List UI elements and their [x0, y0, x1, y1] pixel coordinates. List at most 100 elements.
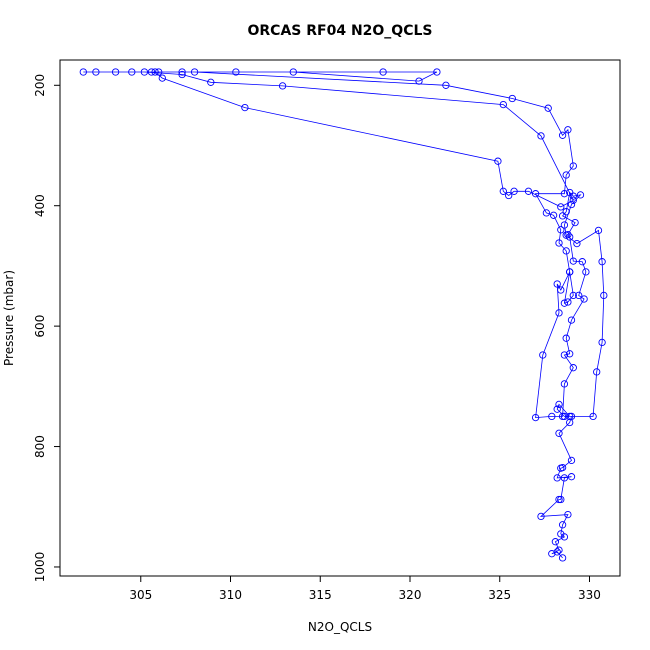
data-point: [564, 230, 572, 239]
data-point: [562, 171, 570, 179]
data-point: [566, 233, 574, 241]
x-tick-label: 310: [219, 588, 242, 602]
data-point: [557, 286, 565, 294]
data-point: [567, 316, 576, 324]
data-point: [560, 221, 569, 229]
data-point: [600, 291, 608, 300]
data-point: [569, 162, 577, 170]
data-point: [557, 530, 565, 538]
data-point: [566, 412, 574, 421]
data-point: [566, 188, 574, 197]
data-point: [558, 212, 567, 220]
data-point: [79, 68, 87, 76]
plot-frame: [59, 59, 621, 577]
data-point: [553, 548, 561, 556]
y-tick-label: 800: [33, 435, 47, 458]
data-point: [555, 400, 563, 409]
data-point: [111, 68, 120, 76]
data-point: [140, 68, 149, 76]
data-point: [524, 187, 533, 195]
data-point: [557, 203, 565, 211]
data-point: [589, 412, 597, 421]
data-point: [567, 473, 576, 481]
data-point: [555, 239, 563, 247]
data-point: [564, 510, 572, 519]
data-point: [531, 190, 540, 198]
data-point: [575, 291, 583, 300]
data-point: [569, 291, 577, 300]
data-point: [560, 380, 569, 388]
data-point: [564, 126, 572, 134]
data-point: [558, 554, 567, 562]
data-point: [278, 82, 287, 90]
plot-area: [79, 68, 608, 562]
y-tick-label: 600: [33, 315, 47, 338]
data-point: [553, 280, 561, 288]
data-point: [537, 512, 545, 521]
data-point: [598, 258, 606, 266]
data-point: [567, 200, 576, 209]
data-point: [560, 351, 569, 359]
data-point: [569, 196, 577, 204]
data-points: [79, 68, 608, 562]
data-point: [582, 268, 590, 276]
data-point: [594, 226, 603, 235]
data-point: [560, 190, 569, 198]
data-point: [560, 299, 569, 307]
data-point: [571, 218, 579, 227]
data-point: [207, 78, 215, 86]
data-point: [555, 309, 563, 317]
data-point: [510, 187, 518, 195]
x-tick-label: 315: [309, 588, 332, 602]
data-point: [128, 68, 136, 76]
x-axis-label: N2O_QCLS: [308, 620, 372, 634]
data-point: [555, 495, 563, 504]
data-point: [558, 131, 567, 139]
data-point: [566, 350, 574, 358]
x-tick-label: 305: [129, 588, 152, 602]
data-point: [539, 351, 547, 359]
data-point: [190, 68, 199, 76]
y-axis-label: Pressure (mbar): [2, 270, 16, 366]
data-point: [598, 338, 606, 347]
data-point: [558, 412, 567, 421]
data-point: [379, 68, 387, 76]
data-point: [178, 70, 186, 79]
data-point: [562, 247, 570, 255]
x-tick-label: 320: [399, 588, 422, 602]
data-point: [564, 298, 572, 306]
data-point: [557, 226, 565, 234]
data-point: [499, 100, 507, 109]
data-point: [442, 81, 450, 89]
data-point: [558, 463, 567, 472]
data-point: [566, 268, 574, 276]
data-point: [593, 368, 601, 376]
data-point: [549, 211, 558, 219]
x-tick-label: 325: [488, 588, 511, 602]
data-point: [155, 68, 163, 76]
data-point: [567, 456, 576, 465]
data-point: [548, 412, 556, 421]
data-point: [508, 94, 516, 103]
data-point: [573, 239, 581, 248]
data-point: [580, 295, 588, 303]
data-point: [241, 103, 249, 112]
data-point: [567, 412, 576, 421]
chart-title: ORCAS RF04 N2O_QCLS: [248, 23, 433, 39]
y-axis: 200 400 600 800 1000: [33, 74, 60, 582]
data-point: [576, 191, 585, 199]
y-tick-label: 400: [33, 194, 47, 217]
data-point: [433, 68, 441, 76]
data-point: [232, 68, 240, 76]
data-point: [558, 521, 567, 529]
data-point: [499, 187, 507, 195]
data-point: [505, 191, 513, 200]
data-point: [537, 132, 545, 140]
data-point: [562, 334, 570, 342]
data-point: [578, 258, 586, 266]
data-point: [158, 74, 166, 82]
data-point: [569, 257, 577, 265]
data-point: [544, 104, 552, 112]
data-point: [560, 412, 569, 421]
data-point: [542, 209, 551, 217]
